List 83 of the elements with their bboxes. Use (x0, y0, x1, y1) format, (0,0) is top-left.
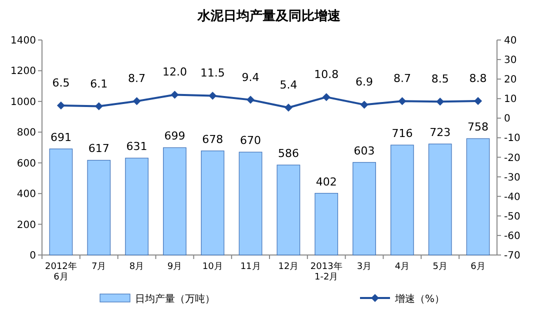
point (56, 101, 65, 110)
y-tick-label: 1400 (10, 36, 36, 46)
bar (125, 158, 148, 256)
data-label: 699 (164, 130, 186, 143)
y2-tick-label: -10 (504, 133, 520, 144)
bar (238, 152, 262, 256)
x-tick-label: 7月 (92, 262, 106, 272)
bar (163, 147, 186, 256)
bar (87, 160, 111, 256)
bar (200, 150, 224, 256)
point (474, 96, 482, 105)
data-label: 670 (240, 134, 262, 148)
data-label: 6.1 (90, 77, 108, 90)
point (94, 102, 103, 110)
bar (276, 164, 300, 256)
data-label: 8.5 (431, 72, 449, 86)
data-label: 11.5 (200, 66, 225, 80)
y2-tick-label: -50 (504, 211, 520, 222)
bar (428, 144, 452, 256)
y2-tick-label: -40 (504, 192, 520, 203)
y-tick-label: 400 (16, 189, 36, 200)
data-label: 586 (278, 147, 299, 160)
point (436, 98, 444, 106)
data-label: 9.4 (242, 70, 260, 84)
data-label: 5.4 (280, 78, 298, 92)
data-label: 603 (354, 144, 375, 158)
x-tick-label: 2012年 6月 (45, 261, 77, 282)
y2-tick-label: -60 (504, 230, 520, 242)
x-tick-label: 6月 (470, 262, 486, 272)
y2-tick-label: 20 (504, 74, 517, 86)
x-tick-label: 9月 (167, 262, 182, 272)
x-tick-label: 3月 (356, 262, 372, 272)
data-label: 8.8 (469, 72, 487, 85)
x-tick-label: 10月 (202, 262, 223, 272)
point (284, 104, 292, 112)
bar (314, 192, 338, 256)
y2-tick-label: 0 (504, 114, 510, 125)
bar (466, 138, 490, 256)
data-label: 402 (316, 175, 337, 188)
legend-label: 增速（%） (394, 293, 445, 305)
y2-tick-label: 30 (504, 55, 517, 66)
y2-tick-label: -70 (504, 250, 520, 262)
data-label: 8.7 (128, 72, 146, 86)
x-tick-label: 5月 (432, 262, 448, 272)
x-tick-label: 4月 (394, 262, 410, 272)
data-label: 678 (202, 132, 224, 146)
point (322, 93, 330, 102)
point (208, 92, 217, 100)
y2-tick-label: -30 (504, 172, 520, 184)
y-tick-label: 0 (30, 250, 36, 262)
data-label: 723 (430, 126, 451, 139)
data-label: 12.0 (162, 66, 187, 79)
point (360, 100, 368, 109)
point (398, 97, 406, 106)
data-label: 8.7 (393, 72, 411, 86)
y2-tick-label: 10 (504, 94, 517, 106)
y2-tick-label: -20 (504, 152, 520, 164)
chart-title: 水泥日均产量及同比增速 (196, 8, 342, 24)
data-label: 617 (88, 142, 110, 156)
x-tick-label: 2013年 1-2月 (310, 261, 342, 282)
y2-tick-label: 40 (504, 36, 517, 46)
bar (390, 144, 414, 256)
bar (49, 148, 73, 256)
point (170, 90, 179, 99)
data-label: 716 (392, 127, 413, 140)
data-label: 6.9 (356, 76, 374, 89)
y-tick-label: 800 (16, 128, 36, 139)
data-label: 631 (126, 140, 148, 154)
data-label: 6.5 (52, 76, 70, 90)
y-tick-label: 600 (16, 158, 36, 170)
data-label: 758 (468, 120, 489, 134)
x-tick-label: 8月 (129, 262, 144, 272)
y-tick-label: 200 (16, 220, 36, 231)
bar (352, 162, 376, 256)
y-tick-label: 1200 (10, 66, 36, 78)
x-tick-label: 11月 (240, 262, 261, 272)
x-tick-label: 12月 (278, 262, 299, 272)
y-tick-label: 1000 (10, 96, 36, 108)
point (246, 96, 255, 104)
data-label: 10.8 (314, 68, 339, 82)
data-label: 691 (50, 130, 72, 144)
point (132, 97, 141, 106)
legend-label: 日均产量（万吨） (135, 293, 215, 305)
